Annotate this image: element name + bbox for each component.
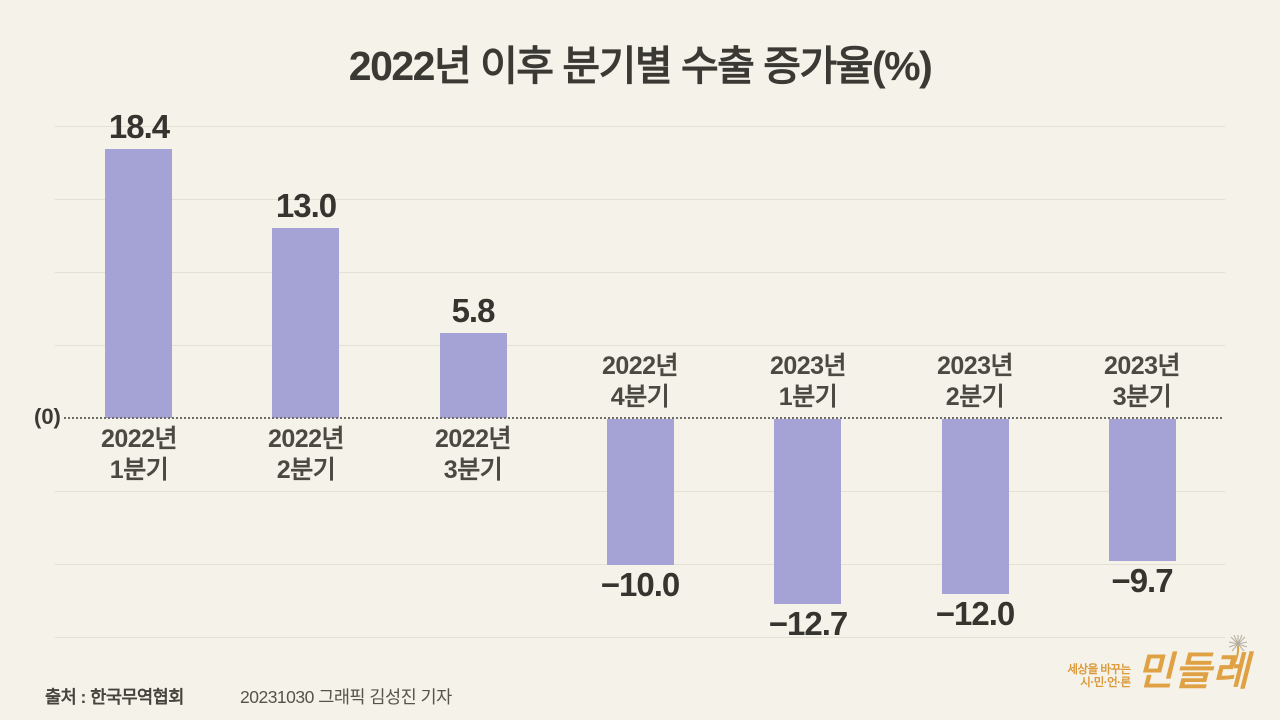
zero-baseline — [64, 417, 1222, 419]
value-label-2: 5.8 — [451, 292, 496, 329]
category-label-2: 2022년 3분기 — [434, 425, 512, 484]
category-label-4: 2023년 1분기 — [769, 352, 847, 411]
bar-2 — [440, 333, 507, 418]
bar-0 — [105, 149, 172, 418]
gridline — [55, 272, 1225, 273]
category-label-3: 2022년 4분기 — [601, 352, 679, 411]
gridline — [55, 199, 1225, 200]
dandelion-icon — [1228, 634, 1248, 667]
value-label-1: 13.0 — [275, 187, 337, 224]
value-label-0: 18.4 — [108, 108, 170, 145]
chart-title: 2022년 이후 분기별 수출 증가율(%) — [348, 43, 933, 89]
credit-text: 20231030 그래픽 김성진 기자 — [240, 687, 452, 707]
publisher-logo: 세상을 바꾸는 시·민·언·론 민들레 — [1067, 634, 1250, 698]
bar-3 — [607, 419, 674, 565]
category-label-5: 2023년 2분기 — [936, 352, 1014, 411]
gridline — [55, 345, 1225, 346]
bar-5 — [942, 419, 1009, 594]
value-label-5: −12.0 — [935, 595, 1016, 632]
value-label-3: −10.0 — [600, 566, 681, 603]
category-label-6: 2023년 3분기 — [1103, 352, 1181, 411]
logo-tagline: 세상을 바꾸는 시·민·언·론 — [1067, 654, 1131, 690]
zero-axis-label: (0) — [34, 404, 61, 429]
category-label-0: 2022년 1분기 — [100, 425, 178, 484]
logo-brand-wrap: 민들레 — [1137, 634, 1250, 698]
bar-4 — [774, 419, 841, 604]
logo-tagline-line1: 세상을 바꾸는 — [1067, 664, 1131, 676]
gridline — [55, 637, 1225, 638]
value-label-6: −9.7 — [1111, 562, 1173, 599]
logo-tagline-line2: 시·민·언·론 — [1080, 677, 1131, 689]
bar-1 — [272, 228, 339, 418]
bar-6 — [1109, 419, 1176, 561]
value-label-4: −12.7 — [768, 605, 849, 642]
category-label-1: 2022년 2분기 — [267, 425, 345, 484]
gridline — [55, 126, 1225, 127]
source-text: 출처 : 한국무역협회 — [45, 687, 184, 707]
